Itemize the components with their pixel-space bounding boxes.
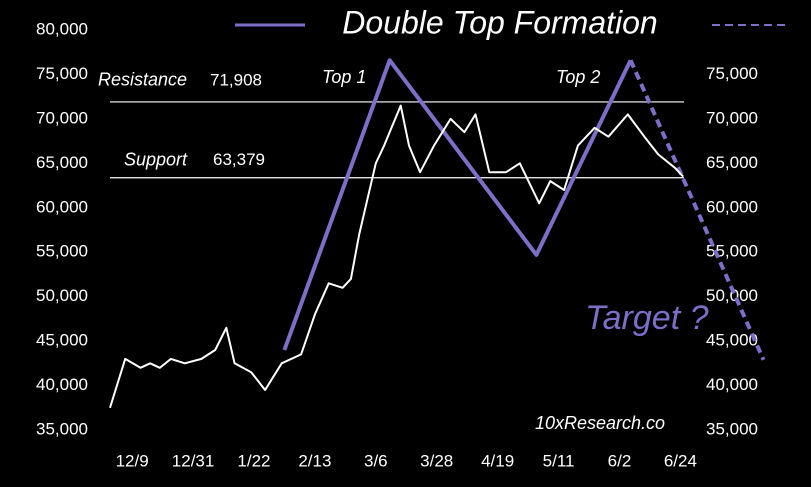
y2-tick-label: 75,000 [706,64,758,83]
y2-tick-label: 35,000 [706,419,758,438]
y2-tick-label: 60,000 [706,197,758,216]
x-tick-label: 12/31 [172,451,215,470]
y-tick-label: 60,000 [36,197,88,216]
annotation: Top 1 [322,67,366,87]
y2-tick-label: 65,000 [706,153,758,172]
y-tick-label: 65,000 [36,153,88,172]
y-tick-label: 50,000 [36,286,88,305]
pattern-line [628,59,766,361]
level-value: 63,379 [213,150,265,169]
level-label: Resistance [98,70,187,90]
chart-title: Double Top Formation [342,4,657,40]
x-tick-label: 6/24 [664,451,697,470]
x-tick-label: 3/28 [420,451,453,470]
y2-tick-label: 45,000 [706,331,758,350]
y-tick-label: 45,000 [36,331,88,350]
y-tick-label: 80,000 [36,19,88,38]
y-tick-label: 70,000 [36,108,88,127]
level-label: Support [124,149,188,169]
y-tick-label: 40,000 [36,375,88,394]
y2-tick-label: 50,000 [706,286,758,305]
y-tick-label: 55,000 [36,242,88,261]
x-tick-label: 12/9 [116,451,149,470]
y-tick-label: 35,000 [36,419,88,438]
pattern-line [282,58,633,351]
x-tick-label: 2/13 [298,451,331,470]
x-tick-label: 6/2 [608,451,632,470]
y2-tick-label: 70,000 [706,108,758,127]
watermark: 10xResearch.co [535,413,665,433]
x-tick-label: 1/22 [237,451,270,470]
price-line [109,104,684,409]
x-tick-label: 4/19 [481,451,514,470]
annotation: Top 2 [556,67,600,87]
annotation: Target ? [585,299,709,337]
y2-tick-label: 40,000 [706,375,758,394]
y-tick-label: 75,000 [36,64,88,83]
x-tick-label: 3/6 [364,451,388,470]
x-tick-label: 5/11 [543,451,575,470]
level-value: 71,908 [210,70,262,89]
